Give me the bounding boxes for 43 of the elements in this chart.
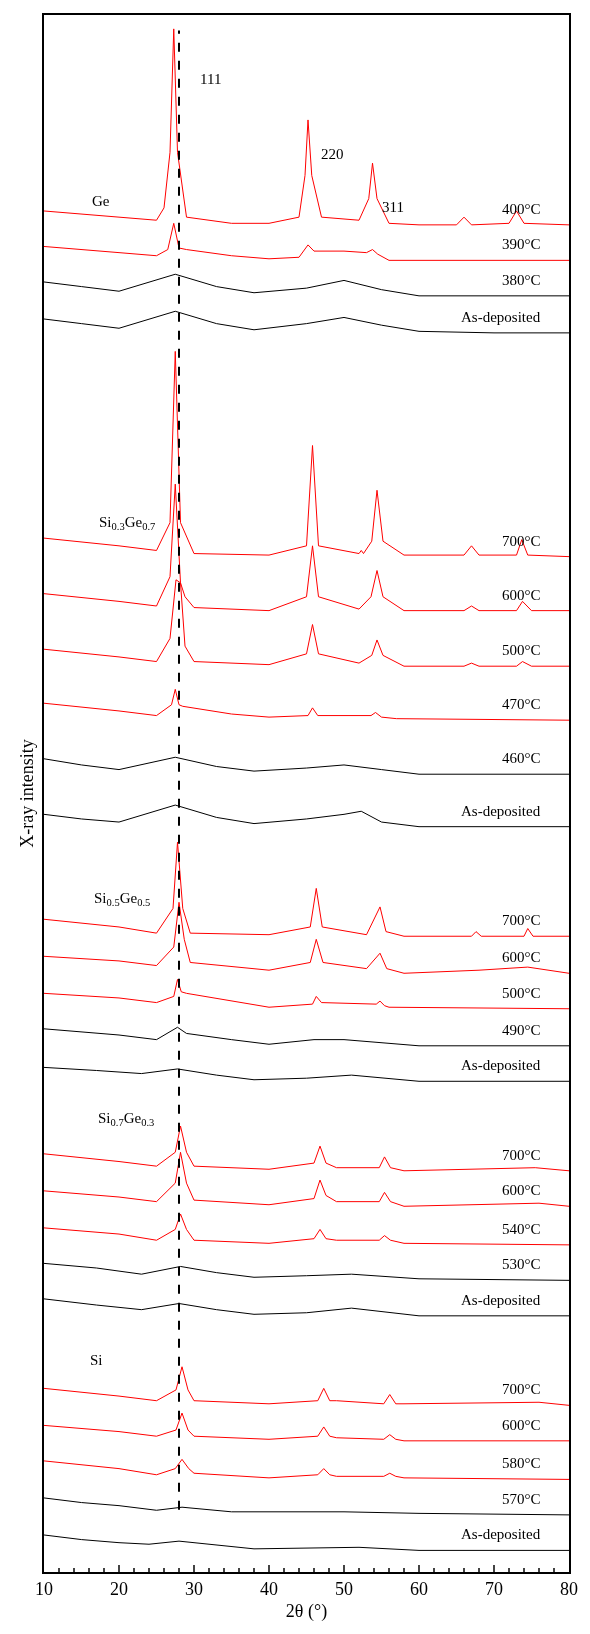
- series-label: As-deposited: [461, 1526, 541, 1542]
- x-tick-label: 30: [185, 1579, 203, 1600]
- series-label: 470°C: [502, 696, 541, 712]
- series-label: As-deposited: [461, 309, 541, 325]
- annotation: 220: [321, 146, 344, 162]
- series-label: 490°C: [502, 1022, 541, 1038]
- series-label: As-deposited: [461, 1292, 541, 1308]
- series-label: 600°C: [502, 587, 541, 603]
- annotation: Si$_{0.3}$Ge$_{0.7}$: [99, 514, 156, 533]
- series-label: As-deposited: [461, 803, 541, 819]
- series-label: As-deposited: [461, 1057, 541, 1073]
- x-tick-label: 70: [485, 1579, 503, 1600]
- annotation: Si$_{0.7}$Ge$_{0.3}$: [98, 1110, 155, 1129]
- series-label: 700°C: [502, 912, 541, 928]
- x-tick-label: 10: [35, 1579, 53, 1600]
- annotation: Si$_{0.5}$Ge$_{0.5}$: [94, 890, 151, 909]
- series-label: 580°C: [502, 1455, 541, 1471]
- series-label: 460°C: [502, 750, 541, 766]
- series-label: 700°C: [502, 1381, 541, 1397]
- annotation: 111: [200, 71, 222, 87]
- series-label: 600°C: [502, 1182, 541, 1198]
- x-tick-label: 50: [335, 1579, 353, 1600]
- annotation: Ge: [92, 193, 110, 209]
- series-label: 380°C: [502, 272, 541, 288]
- x-axis-title: 2θ (°): [285, 1600, 328, 1622]
- series-label: 390°C: [502, 236, 541, 252]
- series-label: 570°C: [502, 1491, 541, 1507]
- series-label: 700°C: [502, 1147, 541, 1163]
- x-tick-label: 60: [410, 1579, 428, 1600]
- series-label: 500°C: [502, 985, 541, 1001]
- series-label: 500°C: [502, 642, 541, 658]
- x-tick-label: 20: [110, 1579, 128, 1600]
- x-tick-label: 80: [560, 1579, 578, 1600]
- annotation: Si: [90, 1352, 103, 1368]
- series-label: 600°C: [502, 949, 541, 965]
- y-axis-title: X-ray intensity: [16, 739, 37, 848]
- series-label: 530°C: [502, 1256, 541, 1272]
- series-label: 540°C: [502, 1221, 541, 1237]
- annotation: 311: [382, 199, 404, 215]
- x-tick-label: 40: [260, 1579, 278, 1600]
- series-label: 400°C: [502, 201, 541, 217]
- series-label: 700°C: [502, 533, 541, 549]
- series-label: 600°C: [502, 1417, 541, 1433]
